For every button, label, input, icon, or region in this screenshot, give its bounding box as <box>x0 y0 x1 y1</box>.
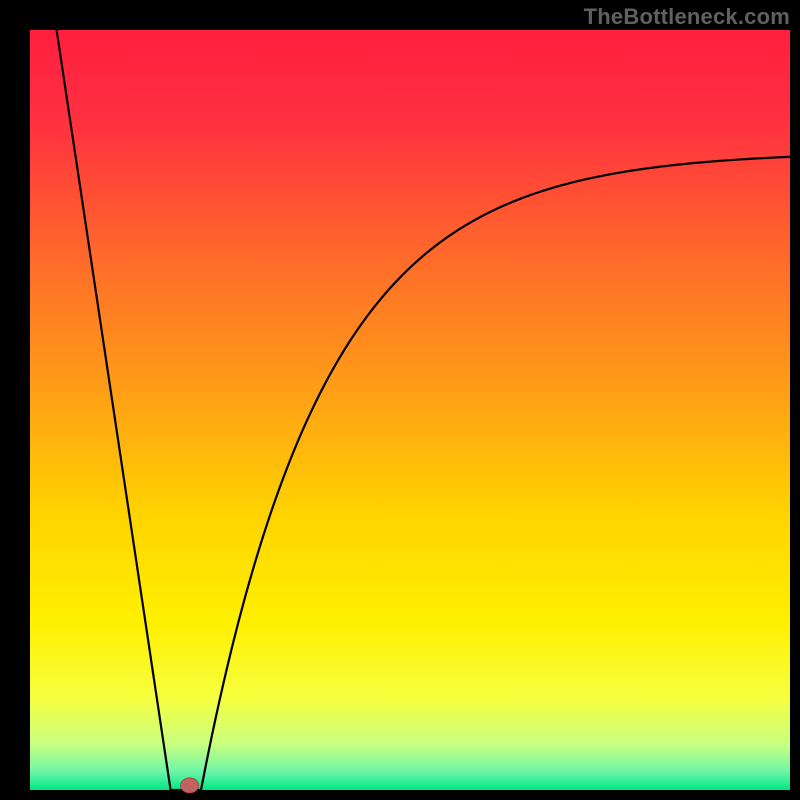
chart-svg <box>0 0 800 800</box>
optimal-point-marker <box>180 778 198 793</box>
plot-background <box>30 30 790 790</box>
chart-frame: TheBottleneck.com <box>0 0 800 800</box>
